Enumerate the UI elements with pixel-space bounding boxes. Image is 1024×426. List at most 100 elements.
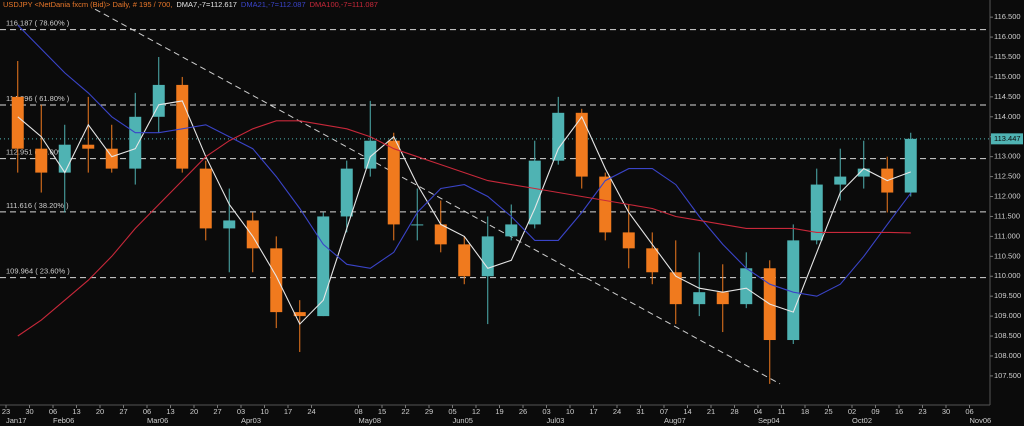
x-month-label: Jan17 — [6, 416, 26, 425]
y-tick-label: 111.000 — [994, 231, 1020, 240]
candle-body — [58, 144, 71, 173]
candle-body — [434, 224, 447, 245]
x-tick-label: 14 — [683, 407, 691, 416]
x-tick-label: 20 — [96, 407, 104, 416]
candle-body — [669, 272, 682, 305]
x-month-label: Nov06 — [970, 416, 992, 425]
x-tick-label: 05 — [448, 407, 456, 416]
x-month-label: Oct02 — [852, 416, 872, 425]
candle-body — [293, 312, 306, 317]
candle-body — [270, 248, 283, 313]
x-tick-label: 30 — [942, 407, 950, 416]
candle-body — [35, 148, 48, 173]
candle-body — [152, 84, 165, 117]
x-month-label: Aug07 — [664, 416, 686, 425]
candle-body — [82, 144, 95, 149]
overlays: 116.187 ( 78.60% )114.296 ( 61.80% )112.… — [0, 8, 990, 385]
x-tick-label: 10 — [566, 407, 574, 416]
x-tick-label: 25 — [824, 407, 832, 416]
y-tick-label: 108.500 — [994, 331, 1021, 340]
candle-body — [716, 292, 729, 305]
candle-body — [787, 240, 800, 341]
y-tick-label: 115.000 — [994, 72, 1021, 81]
x-tick-label: 07 — [660, 407, 668, 416]
candle-body — [552, 112, 565, 161]
candle-body — [528, 160, 541, 225]
x-tick-label: 09 — [871, 407, 879, 416]
x-tick-label: 17 — [589, 407, 597, 416]
x-month-label: Sep04 — [758, 416, 780, 425]
candle-body — [364, 140, 377, 169]
y-tick-label: 116.500 — [994, 12, 1021, 21]
candle-body — [622, 232, 635, 249]
x-tick-label: 26 — [519, 407, 527, 416]
candle-body — [129, 116, 142, 169]
x-tick-label: 24 — [613, 407, 621, 416]
y-tick-label: 111.500 — [994, 211, 1020, 220]
candle-body — [599, 176, 612, 233]
candle-body — [387, 140, 400, 225]
candle-body — [481, 236, 494, 277]
y-tick-label: 115.500 — [994, 52, 1021, 61]
moving-average-line — [17, 24, 912, 297]
legend-entry: DMA100,-7=111.087 — [310, 0, 378, 9]
candle-body — [740, 268, 753, 305]
y-tick-label: 112.500 — [994, 172, 1021, 181]
y-tick-label: 116.000 — [994, 32, 1021, 41]
legend-entry: DMA21,-7=112.087 — [241, 0, 306, 9]
fib-level-label: 109.964 ( 23.60% ) — [6, 267, 70, 276]
x-tick-label: 17 — [284, 407, 292, 416]
candle-body — [11, 96, 24, 149]
candle-body — [105, 148, 118, 169]
x-tick-label: 03 — [237, 407, 245, 416]
header: USDJPY <NetDania fxcm (Bid)> Daily, # 19… — [3, 0, 378, 9]
y-tick-label: 109.000 — [994, 311, 1021, 320]
y-tick-label: 114.000 — [994, 112, 1021, 121]
x-tick-label: 31 — [636, 407, 644, 416]
moving-average-line — [17, 100, 911, 326]
candle-body — [834, 176, 847, 185]
fib-level-label: 116.187 ( 78.60% ) — [6, 19, 70, 28]
y-tick-label: 114.500 — [994, 92, 1021, 101]
x-tick-label: 24 — [307, 407, 315, 416]
moving-average-line — [17, 120, 911, 337]
x-tick-label: 11 — [778, 407, 786, 416]
candle-body — [904, 138, 917, 193]
x-month-label: Jun05 — [453, 416, 473, 425]
x-tick-label: 02 — [848, 407, 856, 416]
y-tick-label: 110.500 — [994, 251, 1021, 260]
candle-body — [505, 224, 518, 237]
fib-level-label: 111.616 ( 38.20% ) — [6, 201, 69, 210]
candle-body — [223, 220, 236, 229]
x-month-label: Mar06 — [147, 416, 168, 425]
y-tick-label: 109.500 — [994, 291, 1021, 300]
x-tick-label: 22 — [401, 407, 409, 416]
candle-body — [340, 168, 353, 217]
y-tick-label: 108.000 — [994, 351, 1021, 360]
x-tick-label: 27 — [213, 407, 221, 416]
candle-body — [857, 168, 870, 177]
x-tick-label: 23 — [918, 407, 926, 416]
candle-body — [176, 84, 189, 169]
x-tick-label: 06 — [143, 407, 151, 416]
fib-level-label: 114.296 ( 61.80% ) — [6, 94, 70, 103]
x-tick-label: 16 — [895, 407, 903, 416]
candle-body — [199, 168, 212, 229]
title: USDJPY <NetDania fxcm (Bid)> Daily, # 19… — [3, 0, 172, 9]
moving-averages — [17, 24, 912, 337]
x-tick-label: 12 — [472, 407, 480, 416]
x-month-label: Apr03 — [241, 416, 261, 425]
x-tick-label: 04 — [754, 407, 762, 416]
x-tick-label: 28 — [730, 407, 738, 416]
x-month-label: May08 — [359, 416, 382, 425]
y-tick-label: 112.000 — [994, 192, 1021, 201]
x-month-label: Feb06 — [53, 416, 74, 425]
x-tick-label: 30 — [25, 407, 33, 416]
candle-body — [693, 292, 706, 305]
x-tick-label: 20 — [190, 407, 198, 416]
x-tick-label: 13 — [166, 407, 174, 416]
axes: 107.500 108.000 108.500 109.000 109.500 110.0… — [2, 12, 1023, 425]
x-tick-label: 29 — [425, 407, 433, 416]
